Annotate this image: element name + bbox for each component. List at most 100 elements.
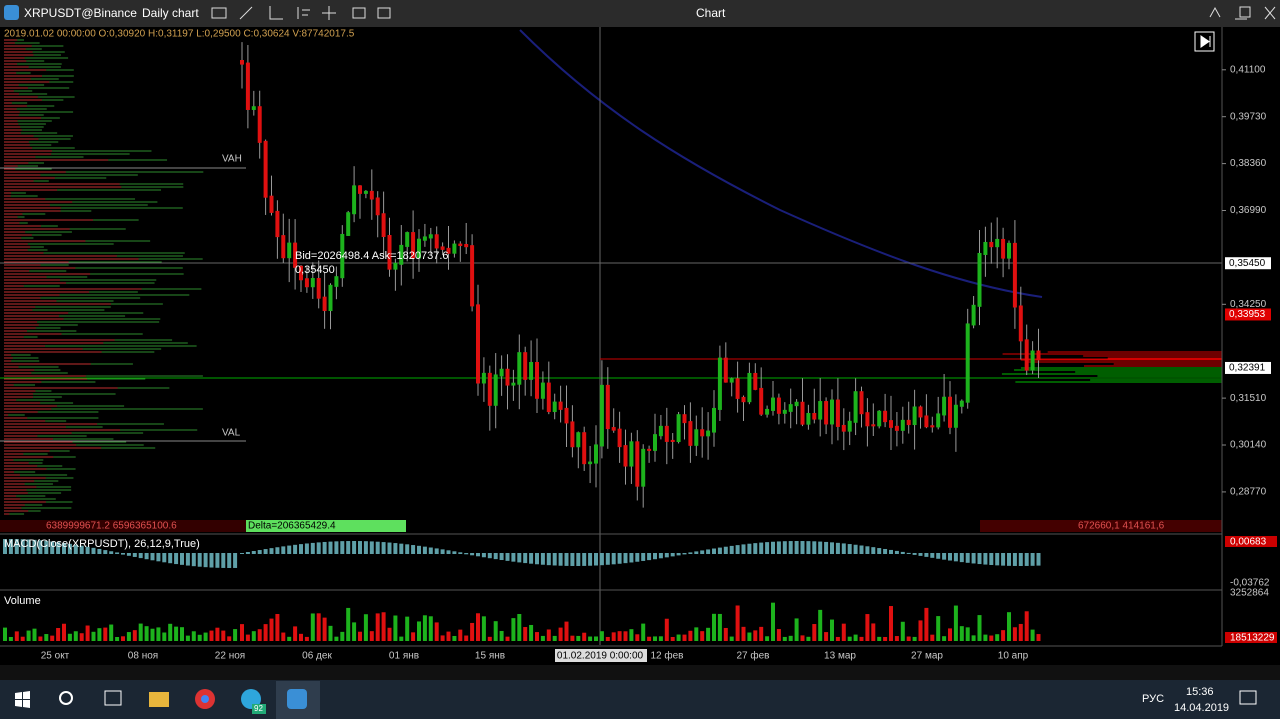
volume-bar: [841, 623, 846, 641]
volume-bar: [44, 634, 49, 641]
macd-bar: [647, 553, 652, 561]
notifications[interactable]: [1239, 690, 1257, 705]
volume-bar: [599, 631, 604, 641]
macd-bar: [310, 542, 315, 554]
candle-body: [352, 185, 357, 215]
macd-bar: [676, 553, 681, 556]
candle-body: [830, 399, 834, 425]
language[interactable]: РУС: [1142, 693, 1164, 705]
volume-bar: [340, 631, 345, 641]
candle-body: [269, 195, 274, 213]
macd-top: 0,00683: [1230, 537, 1267, 548]
toolbar-icons[interactable]: [211, 6, 1276, 20]
volume-bar: [476, 613, 480, 641]
tick-label: 0,39730: [1230, 111, 1267, 122]
volume-bar: [393, 615, 398, 641]
volume-bottom: 18513229: [1230, 633, 1275, 644]
volume-bar: [168, 623, 173, 641]
candle-body: [889, 420, 893, 428]
volume-bar: [611, 632, 616, 641]
candle-body: [399, 244, 404, 265]
volume-bar: [452, 635, 457, 641]
volume-bar: [753, 630, 758, 641]
macd-bar: [924, 553, 929, 557]
date-label: 12 фев: [650, 650, 683, 662]
clock-time[interactable]: 15:36: [1186, 686, 1214, 698]
candle-body: [605, 384, 610, 430]
macd-bar: [900, 551, 905, 554]
macd-bar: [558, 553, 563, 566]
volume-bar: [918, 620, 923, 641]
volume-bar: [942, 636, 947, 641]
volume-bar: [971, 635, 976, 641]
candle-body: [358, 185, 362, 194]
volume-bar: [251, 631, 256, 641]
volume-bar: [564, 621, 569, 641]
price-marker-label: 0,35450: [1229, 258, 1266, 269]
macd-bar: [989, 553, 994, 565]
clock-date[interactable]: 14.04.2019: [1174, 702, 1229, 714]
date-label: 01.02.2019 0:00:00: [557, 651, 644, 662]
volume-bar: [1018, 623, 1023, 641]
volume-bar: [771, 602, 775, 641]
tick-label: 0,36990: [1230, 205, 1267, 216]
macd-bar: [617, 553, 622, 564]
taskbar-icons[interactable]: [15, 681, 320, 719]
macd-bar: [62, 542, 66, 554]
candle-body: [558, 401, 563, 410]
macd-bar: [352, 541, 357, 554]
volume-bar: [363, 614, 368, 641]
macd-bar: [417, 545, 421, 554]
candle-body: [299, 265, 303, 281]
timeframe[interactable]: Daily chart: [142, 6, 199, 20]
candle-body: [369, 190, 374, 200]
candle-body: [912, 406, 917, 426]
candle-body: [346, 212, 351, 236]
volume-bar: [900, 621, 905, 641]
symbol[interactable]: XRPUSDT@Binance: [24, 6, 137, 20]
macd-bar: [487, 553, 492, 559]
macd-bar: [8, 539, 13, 554]
candle-body: [918, 406, 923, 418]
volume-bar: [233, 629, 238, 641]
macd-bar: [185, 553, 190, 566]
tick-label: 0,31510: [1230, 393, 1267, 404]
candle-body: [847, 420, 852, 432]
candle-body: [464, 243, 469, 248]
volume-bar: [859, 636, 864, 641]
macd-bar: [812, 541, 817, 554]
candle-body: [723, 357, 728, 383]
volume-bar: [511, 618, 516, 641]
macd-bar: [959, 553, 964, 563]
candle-body: [599, 384, 604, 447]
macd-bar: [1012, 553, 1017, 566]
macd-bar: [965, 553, 970, 563]
volume-bar: [197, 634, 202, 641]
volume-bar: [546, 629, 551, 641]
volume-bar: [700, 631, 705, 641]
macd-bar: [930, 553, 935, 558]
volume-bar: [865, 614, 870, 641]
macd-bar: [948, 553, 952, 561]
macd-bar: [653, 553, 657, 560]
volume-bar: [50, 635, 55, 641]
candle-body: [782, 409, 787, 414]
volume-bar: [281, 632, 286, 641]
macd-bar: [835, 542, 840, 554]
candle-body: [971, 304, 976, 326]
macd-bar: [641, 553, 646, 561]
candle-body: [959, 400, 964, 407]
volume-bar: [759, 626, 764, 641]
candle-body: [977, 252, 982, 307]
candle-body: [741, 396, 746, 403]
delta-bg: [246, 520, 406, 532]
date-label: 25 окт: [41, 651, 70, 662]
macd-bar: [729, 545, 734, 554]
candle-body: [310, 278, 315, 288]
volume-bar: [871, 623, 876, 641]
status-strip: [0, 665, 1280, 680]
volume-bar: [440, 635, 445, 641]
macd-bar: [381, 542, 386, 554]
macd-bar: [73, 544, 78, 554]
volume-bar: [399, 636, 404, 641]
